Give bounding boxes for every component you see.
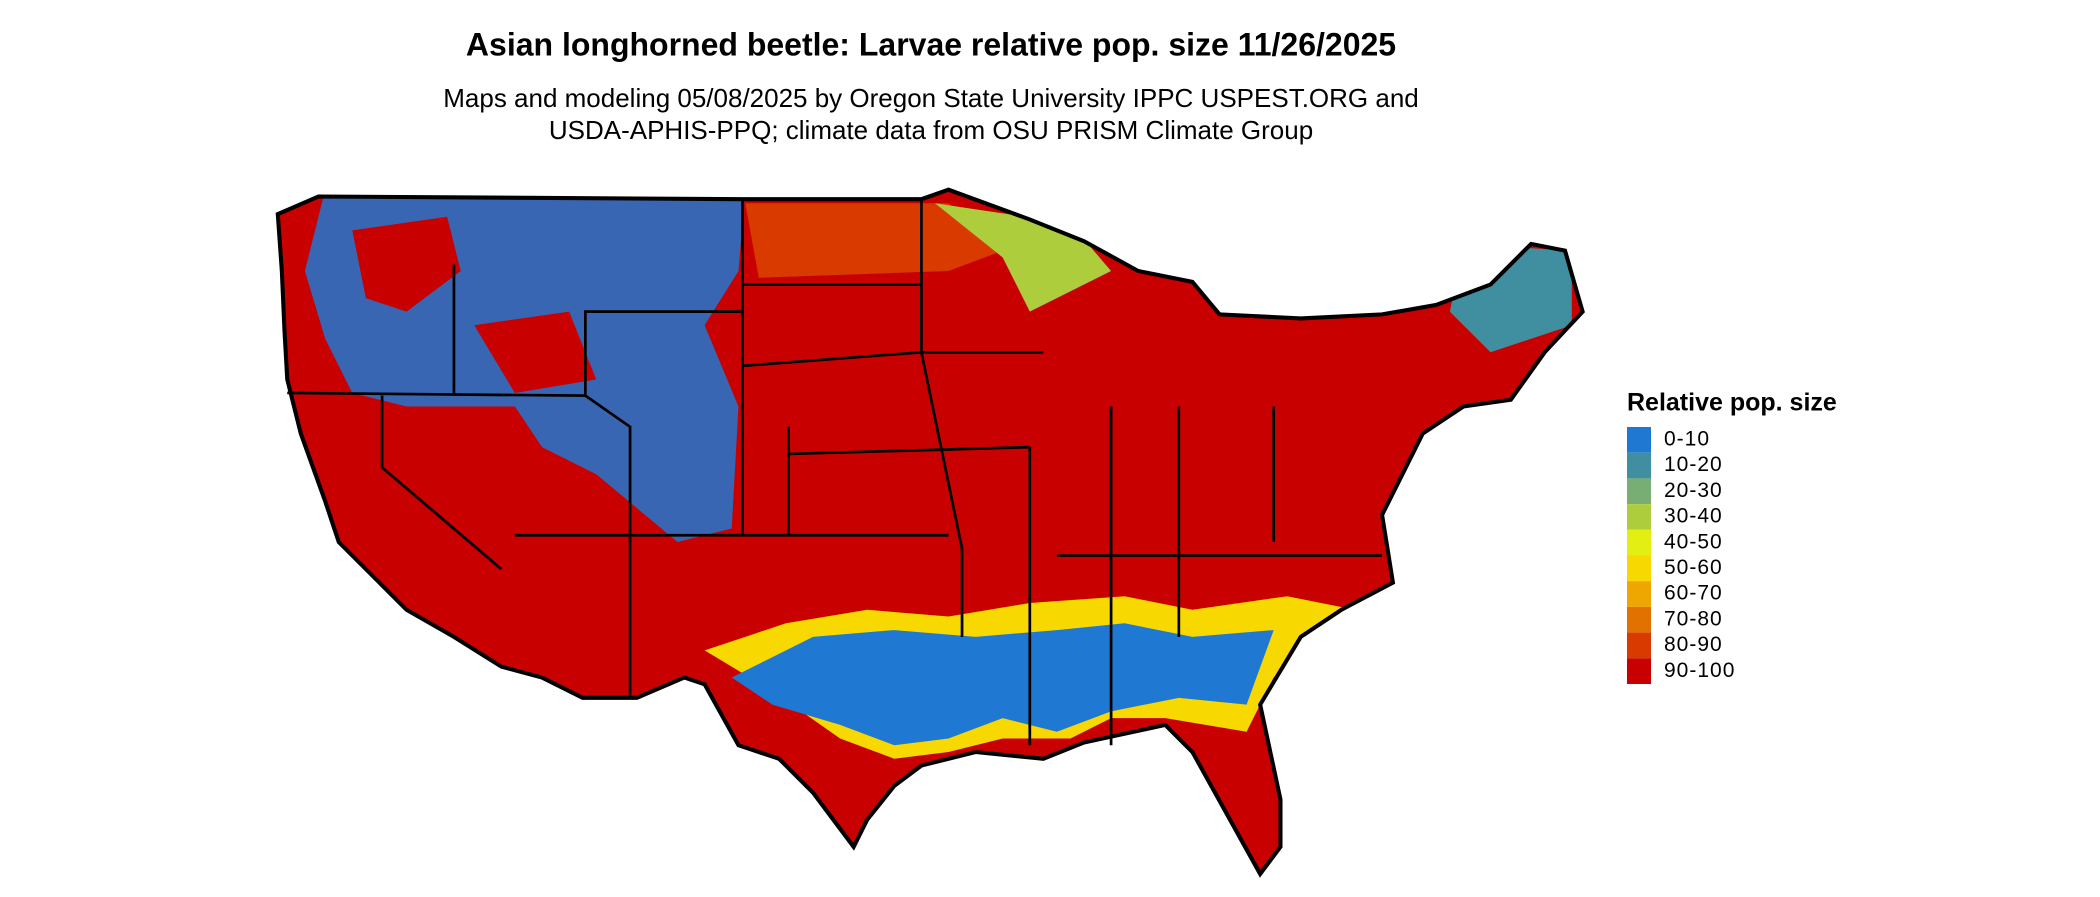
fill-patch	[474, 311, 597, 393]
us-map	[257, 176, 1598, 892]
fill-patch	[352, 216, 461, 312]
legend-swatch	[1627, 606, 1651, 633]
legend-swatch	[1627, 529, 1651, 556]
legend-swatch	[1627, 504, 1651, 530]
legend-label: 80-90	[1664, 633, 1723, 656]
legend-swatch	[1627, 555, 1651, 582]
legend-title: Relative pop. size	[1627, 389, 1837, 417]
legend-swatch	[1627, 581, 1651, 607]
subtitle-line: Maps and modeling 05/08/2025 by Oregon S…	[443, 83, 1419, 113]
legend-swatch	[1627, 632, 1651, 659]
map-title: Asian longhorned beetle: Larvae relative…	[466, 26, 1396, 62]
legend-swatch	[1627, 452, 1651, 479]
legend-label: 60-70	[1664, 582, 1723, 605]
legend-label: 90-100	[1664, 659, 1735, 682]
subtitle-line: USDA-APHIS-PPQ; climate data from OSU PR…	[549, 115, 1313, 145]
legend-label: 50-60	[1664, 556, 1723, 579]
legend-label: 0-10	[1664, 428, 1710, 451]
legend-swatch	[1627, 427, 1651, 453]
legend-label: 40-50	[1664, 530, 1723, 553]
fill-south	[731, 623, 1274, 746]
legend-label: 30-40	[1664, 505, 1723, 528]
legend-swatch	[1627, 658, 1651, 684]
state-lines	[287, 199, 1383, 746]
legend-label: 70-80	[1664, 607, 1723, 630]
legend-swatch	[1627, 478, 1651, 505]
legend-label: 10-20	[1664, 453, 1723, 476]
legend-label: 20-30	[1664, 479, 1723, 502]
fill-dakota	[745, 203, 1003, 278]
